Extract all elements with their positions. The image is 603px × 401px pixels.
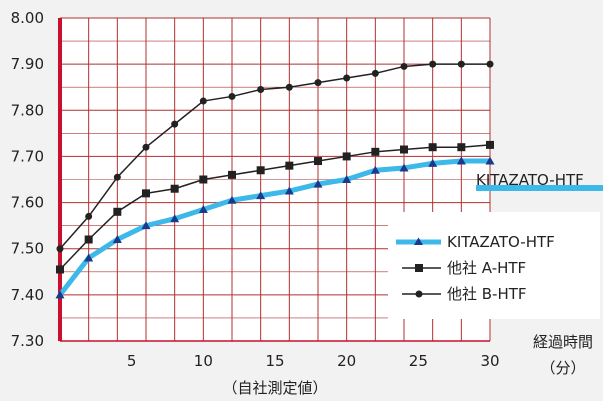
y-tick-label: 7.50 xyxy=(11,240,44,258)
series-line-2 xyxy=(59,63,490,250)
annotation-label: KITAZATO-HTF xyxy=(476,171,584,189)
data-point-circle xyxy=(228,92,236,100)
data-point-triangle xyxy=(342,175,352,183)
data-point-circle xyxy=(314,79,322,87)
y-tick-label: 7.30 xyxy=(11,332,44,350)
x-tick-label: 20 xyxy=(337,352,356,370)
data-point-square xyxy=(56,265,64,274)
data-point-square xyxy=(142,189,150,198)
data-point-square xyxy=(342,152,351,161)
data-point-square xyxy=(228,170,236,179)
data-point-circle xyxy=(142,143,150,151)
data-point-circle xyxy=(429,60,437,68)
y-tick-labels: 7.30 7.40 7.50 7.60 7.70 7.80 7.90 8.00 xyxy=(11,9,44,350)
data-point-square xyxy=(314,157,322,166)
x-tick-label: 25 xyxy=(409,352,428,370)
data-point-square xyxy=(285,161,294,170)
data-point-triangle xyxy=(227,195,237,204)
data-point-circle xyxy=(486,60,494,68)
data-point-circle xyxy=(343,74,351,82)
data-point-triangle xyxy=(112,234,122,243)
legend-label-kitazato: KITAZATO-HTF xyxy=(447,233,555,251)
data-point-triangle xyxy=(428,158,438,167)
legend-marker-square xyxy=(415,264,423,272)
y-tick-label: 7.70 xyxy=(11,147,44,165)
data-point-circle xyxy=(113,173,121,181)
measurement-note: （自社測定値） xyxy=(222,379,327,397)
y-tick-label: 8.00 xyxy=(11,9,44,27)
data-point-square xyxy=(256,166,265,175)
data-point-triangle xyxy=(399,163,409,172)
data-point-circle xyxy=(171,120,179,128)
x-axis-label: 経過時間 xyxy=(533,333,593,351)
data-point-triangle xyxy=(456,156,466,165)
data-point-square xyxy=(199,175,208,184)
data-point-square xyxy=(84,235,93,244)
data-point-square xyxy=(400,145,408,154)
data-point-circle xyxy=(400,62,408,70)
data-point-triangle xyxy=(284,186,294,195)
data-point-circle xyxy=(199,97,207,105)
data-point-triangle xyxy=(313,179,323,188)
legend-label-b: 他社 B-HTF xyxy=(447,285,527,303)
legend-marker-circle xyxy=(415,290,423,298)
legend-box xyxy=(388,212,600,319)
data-point-triangle xyxy=(485,156,495,165)
data-point-circle xyxy=(457,60,465,68)
data-point-circle xyxy=(85,212,93,220)
legend-item-a: 他社 A-HTF xyxy=(402,259,526,277)
data-point-triangle xyxy=(84,253,94,262)
y-tick-label: 7.40 xyxy=(11,286,44,304)
data-point-triangle xyxy=(256,191,266,200)
data-point-triangle xyxy=(170,214,180,223)
data-point-triangle xyxy=(141,221,151,230)
data-point-square xyxy=(113,207,122,216)
data-point-square xyxy=(457,143,466,152)
data-point-square xyxy=(170,184,179,193)
legend-label-a: 他社 A-HTF xyxy=(447,259,526,277)
axes xyxy=(58,18,490,342)
y-tick-label: 7.90 xyxy=(11,55,44,73)
data-point-triangle xyxy=(198,204,208,213)
series-line-0 xyxy=(58,158,490,297)
legend-item-b: 他社 B-HTF xyxy=(402,285,527,303)
x-tick-label: 5 xyxy=(127,352,137,370)
y-tick-label: 7.60 xyxy=(11,194,44,212)
annotation-bar xyxy=(476,185,603,191)
data-point-triangle xyxy=(370,165,380,174)
data-point-circle xyxy=(371,69,379,77)
series-group xyxy=(55,60,495,299)
x-tick-label: 15 xyxy=(265,352,284,370)
legend-marker-triangle xyxy=(414,237,423,245)
x-tick-label: 30 xyxy=(480,352,499,370)
y-tick-label: 7.80 xyxy=(11,101,44,119)
legend-item-kitazato: KITAZATO-HTF xyxy=(396,233,555,251)
data-point-circle xyxy=(285,83,293,91)
data-point-square xyxy=(371,147,380,156)
data-point-square xyxy=(486,140,494,149)
x-tick-label: 10 xyxy=(194,352,213,370)
legend: KITAZATO-HTF 他社 A-HTF 他社 B-HTF xyxy=(388,212,600,319)
data-point-circle xyxy=(257,86,265,94)
x-axis-unit: （分） xyxy=(540,359,585,377)
data-point-circle xyxy=(56,245,64,253)
data-point-square xyxy=(428,143,437,152)
x-tick-labels: 5 10 15 20 25 30 xyxy=(127,352,500,370)
series-line-1 xyxy=(59,144,491,270)
data-point-triangle xyxy=(55,290,65,299)
